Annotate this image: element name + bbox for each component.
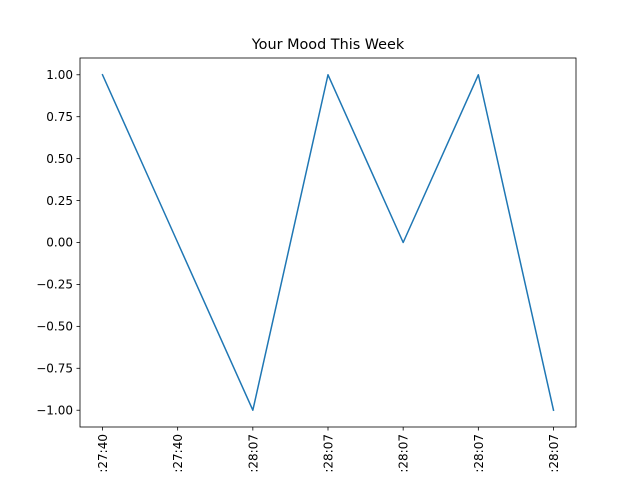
x-tick-label: :27:40 <box>171 434 185 473</box>
y-tick-label: 0.00 <box>46 236 73 250</box>
chart-title: Your Mood This Week <box>251 37 405 53</box>
y-tick-label: −0.75 <box>36 361 73 375</box>
x-tick-label: :28:07 <box>322 434 336 473</box>
x-tick-label: :27:40 <box>96 434 110 473</box>
series-line <box>101 73 555 412</box>
y-tick-label: 1.00 <box>46 68 73 82</box>
y-tick-label: −1.00 <box>36 403 73 417</box>
y-tick-label: −0.25 <box>36 278 73 292</box>
y-tick-label: 0.50 <box>46 152 73 166</box>
x-tick-label: :28:07 <box>547 434 561 473</box>
y-tick-label: −0.50 <box>36 320 73 334</box>
plot-area: 1.00 0.75 0.50 0.25 0.00 −0.25 −0.50 −0.75 −1.00… <box>36 57 577 473</box>
x-tick-label: :28:07 <box>397 434 411 473</box>
x-tick-label: :28:07 <box>472 434 486 473</box>
y-tick-label: 0.75 <box>46 110 73 124</box>
x-tick-label: :28:07 <box>246 434 260 473</box>
y-tick-label: 0.25 <box>46 194 73 208</box>
